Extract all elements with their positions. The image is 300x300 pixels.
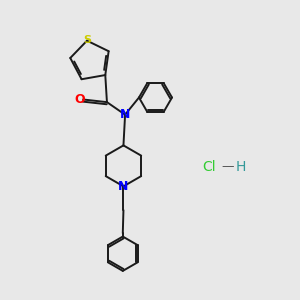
Text: N: N [120,108,130,121]
Text: S: S [84,35,92,45]
Text: O: O [74,93,85,106]
Text: Cl: Cl [202,160,216,173]
Text: N: N [118,180,129,193]
Text: H: H [236,160,246,173]
Text: —: — [221,160,234,173]
